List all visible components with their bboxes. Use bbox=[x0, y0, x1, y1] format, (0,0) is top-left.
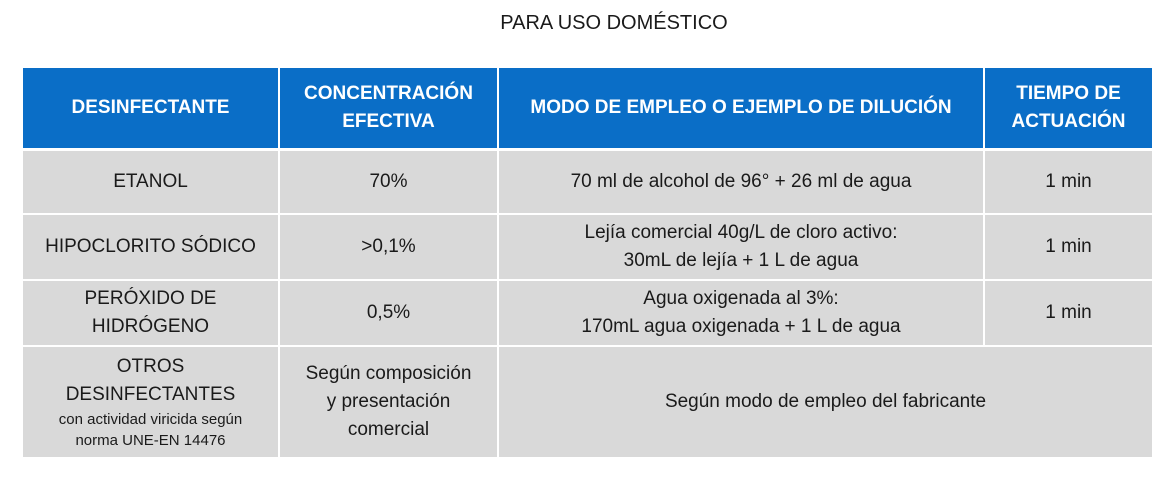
header-disinfectant-label: DESINFECTANTE bbox=[71, 97, 230, 118]
cell-concentration: Según composición y presentación comerci… bbox=[279, 346, 499, 459]
usage-text-line1: Lejía comercial 40g/L de cloro activo: bbox=[584, 222, 898, 243]
usage-text-line2: 170mL agua oxigenada + 1 L de agua bbox=[581, 316, 901, 337]
header-concentration-line2: EFECTIVA bbox=[342, 111, 435, 132]
cell-usage: Agua oxigenada al 3%: 170mL agua oxigena… bbox=[498, 280, 985, 347]
concentration-value: 70% bbox=[369, 171, 408, 192]
time-value: 1 min bbox=[1045, 302, 1092, 323]
cell-time: 1 min bbox=[984, 214, 1152, 281]
concentration-line3: comercial bbox=[347, 419, 430, 440]
disinfectant-name: ETANOL bbox=[113, 171, 188, 192]
cell-usage-merged: Según modo de empleo del fabricante bbox=[498, 346, 1152, 459]
cell-time: 1 min bbox=[984, 280, 1152, 347]
concentration-value: 0,5% bbox=[366, 302, 411, 323]
header-concentration-line1: CONCENTRACIÓN bbox=[304, 83, 473, 104]
cell-disinfectant: HIPOCLORITO SÓDICO bbox=[23, 214, 280, 281]
usage-text: Según modo de empleo del fabricante bbox=[664, 391, 987, 412]
table-row: PERÓXIDO DE HIDRÓGENO 0,5% Agua oxigenad… bbox=[23, 280, 1152, 347]
disinfectant-name-line2: HIDRÓGENO bbox=[91, 316, 210, 337]
concentration-value: >0,1% bbox=[361, 236, 416, 257]
header-time: TIEMPO DE ACTUACIÓN bbox=[984, 68, 1152, 151]
page-title: PARA USO DOMÉSTICO bbox=[500, 12, 728, 34]
cell-concentration: >0,1% bbox=[279, 214, 499, 281]
disinfectant-table: DESINFECTANTE CONCENTRACIÓN EFECTIVA MOD… bbox=[23, 68, 1152, 459]
cell-concentration: 0,5% bbox=[279, 280, 499, 347]
usage-text-line1: Agua oxigenada al 3%: bbox=[643, 288, 839, 309]
time-value: 1 min bbox=[1045, 171, 1092, 192]
cell-time: 1 min bbox=[984, 149, 1152, 215]
header-time-line2: ACTUACIÓN bbox=[1011, 111, 1126, 132]
disinfectant-name-line1: PERÓXIDO DE bbox=[84, 288, 217, 309]
header-usage-label: MODO DE EMPLEO O EJEMPLO DE DILUCIÓN bbox=[530, 97, 952, 118]
usage-text-line2: 30mL de lejía + 1 L de agua bbox=[623, 250, 859, 271]
cell-usage: Lejía comercial 40g/L de cloro activo: 3… bbox=[498, 214, 985, 281]
concentration-line2: y presentación bbox=[326, 391, 451, 412]
table-row: HIPOCLORITO SÓDICO >0,1% Lejía comercial… bbox=[23, 214, 1152, 281]
disinfectant-name-line1: OTROS bbox=[116, 356, 185, 377]
disinfectant-note-line1: con actividad viricida según bbox=[58, 411, 243, 428]
cell-disinfectant: PERÓXIDO DE HIDRÓGENO bbox=[23, 280, 280, 347]
disinfectant-name: HIPOCLORITO SÓDICO bbox=[45, 236, 256, 257]
table-row: OTROS DESINFECTANTES con actividad viric… bbox=[23, 346, 1152, 459]
disinfectant-name-line2: DESINFECTANTES bbox=[65, 384, 236, 405]
header-concentration: CONCENTRACIÓN EFECTIVA bbox=[279, 68, 499, 151]
cell-disinfectant: ETANOL bbox=[23, 149, 280, 215]
cell-usage: 70 ml de alcohol de 96° + 26 ml de agua bbox=[498, 149, 985, 215]
table-header-row: DESINFECTANTE CONCENTRACIÓN EFECTIVA MOD… bbox=[23, 68, 1152, 151]
usage-text: 70 ml de alcohol de 96° + 26 ml de agua bbox=[570, 171, 912, 192]
disinfectant-note-line2: norma UNE-EN 14476 bbox=[75, 432, 226, 449]
header-time-line1: TIEMPO DE bbox=[1016, 83, 1121, 104]
table-row: ETANOL 70% 70 ml de alcohol de 96° + 26 … bbox=[23, 149, 1152, 215]
cell-disinfectant: OTROS DESINFECTANTES con actividad viric… bbox=[23, 346, 280, 459]
concentration-line1: Según composición bbox=[305, 363, 472, 384]
time-value: 1 min bbox=[1045, 236, 1092, 257]
header-usage: MODO DE EMPLEO O EJEMPLO DE DILUCIÓN bbox=[498, 68, 985, 151]
header-disinfectant: DESINFECTANTE bbox=[23, 68, 280, 151]
cell-concentration: 70% bbox=[279, 149, 499, 215]
